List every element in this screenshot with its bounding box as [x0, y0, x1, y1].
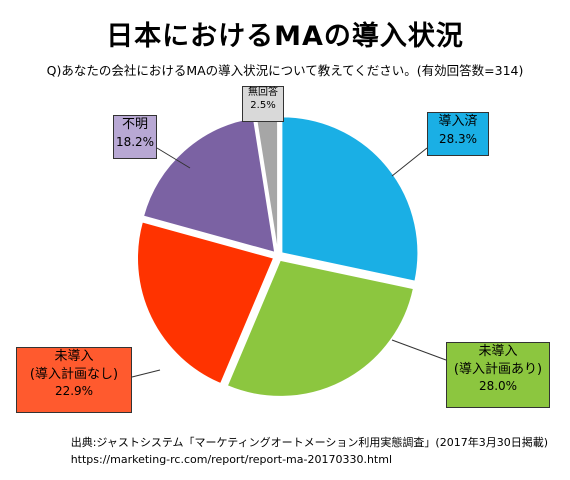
slice-label-unplanned-line2: (導入計画なし)	[29, 366, 119, 382]
slice-label-unplanned-line1: 未導入	[54, 349, 94, 364]
slice-value-no-answer: 2.5%	[250, 99, 276, 111]
source-citation: 出典:ジャストシステム「マーケティングオートメーション利用実態調査」(2017年…	[70, 436, 548, 449]
pie-slice-installed	[281, 116, 419, 282]
source-note: 出典:ジャストシステム「マーケティングオートメーション利用実態調査」(2017年…	[71, 434, 548, 468]
pie-slice-unknown	[142, 117, 276, 253]
leader-line-installed	[391, 147, 428, 177]
slice-label-no-answer: 無回答	[248, 87, 278, 98]
pie-slice-not-installed-unplanned	[137, 221, 275, 385]
callout-installed: 導入済 28.3%	[427, 112, 489, 156]
chart-subtitle: Q)あなたの会社におけるMAの導入状況について教えてください。(有効回答数=31…	[46, 63, 524, 78]
slice-label-planned-line2: (導入計画あり)	[453, 361, 543, 377]
slice-value-unplanned: 22.9%	[54, 384, 94, 399]
callout-not-installed-unplanned: 未導入 (導入計画なし) 22.9%	[16, 347, 132, 413]
slice-label-unknown: 不明	[121, 117, 148, 132]
leader-line-not-installed-unplanned	[131, 369, 161, 378]
slice-label-installed: 導入済	[438, 114, 478, 129]
callout-not-installed-planned: 未導入 (導入計画あり) 28.0%	[446, 342, 550, 408]
leader-line-unknown	[156, 147, 191, 169]
slice-value-planned: 28.0%	[478, 379, 518, 394]
slice-value-unknown: 18.2%	[115, 134, 155, 149]
callout-unknown: 不明 18.2%	[113, 115, 157, 159]
source-url[interactable]: https://marketing-rc.com/report/report-m…	[70, 453, 393, 466]
callout-no-answer: 無回答 2.5%	[242, 86, 284, 122]
pie-slice-not-installed-planned	[226, 259, 414, 397]
pie-slices	[137, 114, 419, 397]
callout-leader-lines	[131, 147, 447, 378]
slice-label-planned-line1: 未導入	[478, 344, 518, 359]
slice-value-installed: 28.3%	[438, 131, 478, 146]
leader-line-not-installed-planned	[391, 339, 447, 361]
chart-title: 日本におけるMAの導入状況	[106, 21, 464, 52]
